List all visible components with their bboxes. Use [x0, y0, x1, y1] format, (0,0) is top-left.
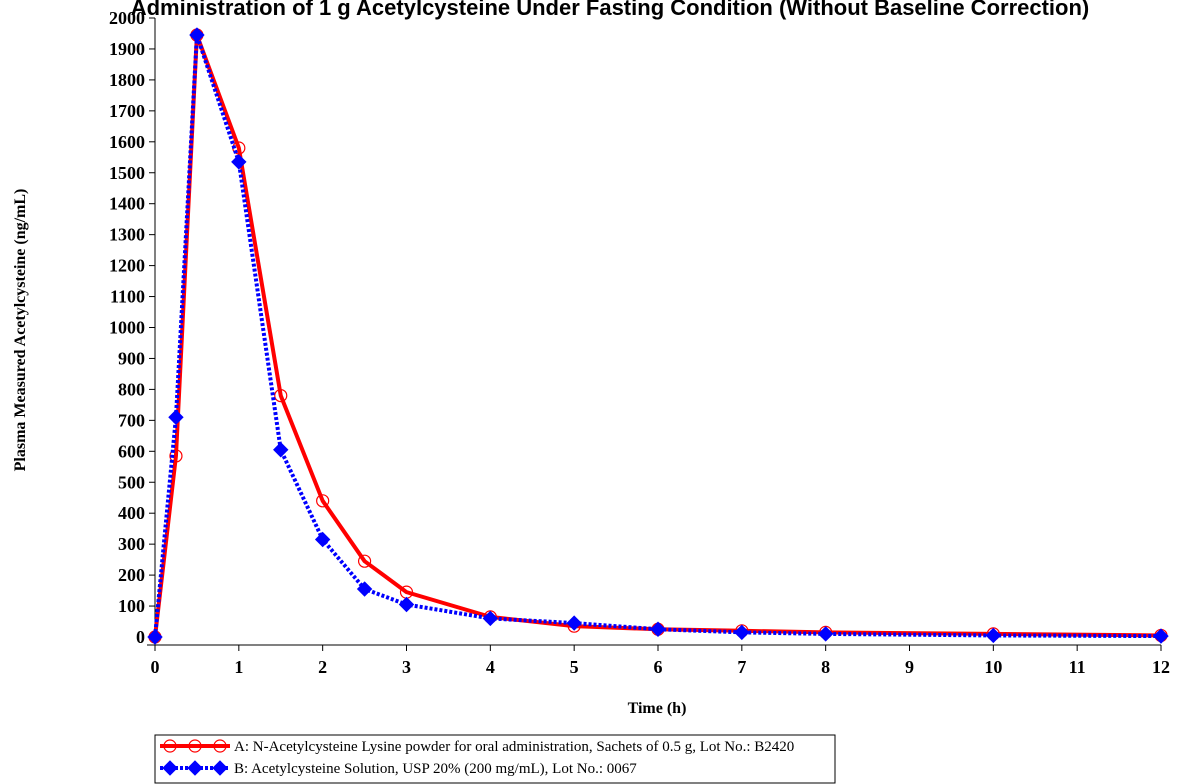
- y-tick-label: 300: [118, 534, 145, 554]
- data-point: [985, 627, 1002, 644]
- legend-label: A: N-Acetylcysteine Lysine powder for or…: [234, 739, 794, 755]
- x-tick-label: 2: [318, 657, 327, 677]
- y-tick-label: 100: [118, 596, 145, 616]
- series-line: [153, 33, 1162, 639]
- data-point: [1153, 628, 1169, 644]
- y-tick-label: 0: [136, 627, 145, 647]
- y-tick-label: 1900: [109, 39, 145, 59]
- data-point: [482, 610, 499, 627]
- y-tick-label: 700: [118, 410, 145, 430]
- x-tick-label: 3: [402, 657, 411, 677]
- data-point: [356, 581, 373, 597]
- data-point: [316, 494, 330, 508]
- x-tick-label: 1: [234, 657, 243, 677]
- legend-label: B: Acetylcysteine Solution, USP 20% (200…: [234, 761, 637, 777]
- x-axis-label: Time (h): [628, 700, 687, 717]
- data-point: [147, 629, 163, 645]
- x-tick-label: 10: [984, 657, 1002, 677]
- legend: A: N-Acetylcysteine Lysine powder for or…: [154, 734, 836, 784]
- chart-title: Administration of 1 g Acetylcysteine Und…: [131, 0, 1090, 20]
- y-tick-label: 400: [118, 503, 145, 523]
- x-tick-label: 8: [821, 657, 830, 677]
- y-tick-label: 1400: [109, 194, 145, 214]
- data-point: [734, 624, 750, 641]
- legend-marker: [162, 760, 178, 776]
- legend-box: [154, 734, 836, 784]
- x-axis-ticks: 0 1 2 3 4 5 6 7 8 9 10 11 12: [151, 645, 1170, 677]
- x-tick-label: 9: [905, 657, 914, 677]
- data-point: [168, 409, 184, 425]
- data-point: [231, 154, 247, 170]
- data-point: [314, 531, 331, 548]
- legend-marker: [163, 739, 177, 753]
- y-tick-label: 2000: [109, 8, 145, 28]
- x-tick-label: 5: [570, 657, 579, 677]
- y-tick-label: 200: [118, 565, 145, 585]
- y-tick-label: 1800: [109, 70, 145, 90]
- y-tick-label: 900: [118, 348, 145, 368]
- legend-marker: [187, 760, 203, 776]
- series-b: [147, 27, 1169, 645]
- data-point: [273, 442, 289, 458]
- data-point: [189, 27, 205, 43]
- x-tick-label: 11: [1069, 657, 1086, 677]
- series-a: [148, 28, 1168, 644]
- y-tick-label: 1700: [109, 101, 145, 121]
- x-tick-label: 4: [486, 657, 495, 677]
- y-axis-ticks: 0 100 200 300 400 500 600 700 800 900 1000 1100 1200…: [109, 8, 155, 647]
- data-point: [566, 615, 582, 631]
- series-line: [153, 33, 1162, 638]
- y-tick-label: 1000: [109, 318, 145, 338]
- data-point: [817, 626, 834, 642]
- y-tick-label: 1300: [109, 225, 145, 245]
- y-tick-label: 500: [118, 472, 145, 492]
- x-tick-label: 7: [737, 657, 746, 677]
- x-tick-label: 6: [654, 657, 663, 677]
- data-point: [398, 596, 415, 613]
- data-point: [274, 388, 288, 403]
- x-tick-label: 0: [151, 657, 160, 677]
- axes: [147, 18, 1161, 646]
- y-tick-label: 600: [118, 441, 145, 461]
- legend-marker: [212, 760, 228, 776]
- data-point: [169, 449, 183, 463]
- y-tick-label: 1200: [109, 256, 145, 276]
- data-point: [650, 621, 666, 637]
- y-tick-label: 1600: [109, 132, 145, 152]
- legend-marker: [188, 739, 202, 753]
- y-tick-label: 800: [118, 379, 145, 399]
- y-tick-label: 1500: [109, 163, 145, 183]
- data-point: [357, 554, 372, 568]
- x-tick-label: 12: [1152, 657, 1170, 677]
- legend-marker: [213, 739, 227, 753]
- y-tick-label: 1100: [110, 287, 145, 307]
- series-layer: [147, 27, 1169, 645]
- y-axis-label: Plasma Measured Acetylcysteine (ng/mL): [12, 189, 29, 472]
